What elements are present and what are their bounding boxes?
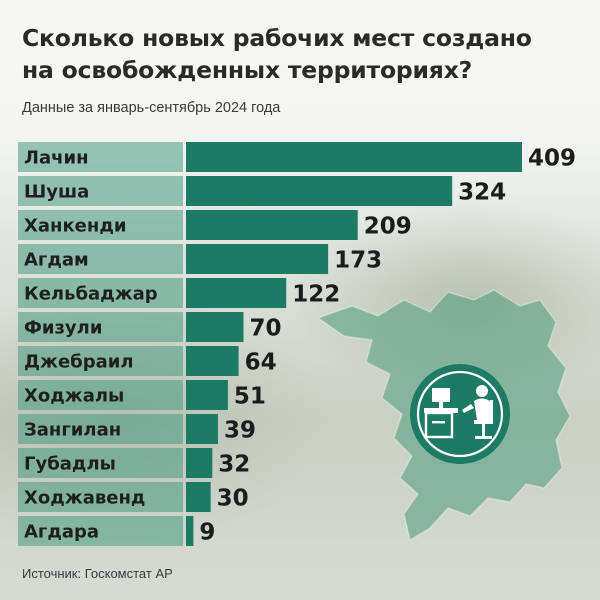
category-band [18, 244, 183, 274]
category-label: Губадлы [24, 454, 116, 475]
value-label: 209 [364, 214, 412, 240]
category-label: Лачин [24, 148, 89, 169]
bar [186, 380, 228, 410]
bar [186, 312, 244, 342]
value-label: 64 [245, 350, 277, 376]
bar [186, 448, 213, 478]
chart-title-line-1: Сколько новых рабочих мест создано [22, 24, 532, 52]
bars [186, 142, 522, 546]
chart-subtitle: Данные за январь-сентябрь 2024 года [22, 100, 281, 116]
category-band [18, 448, 183, 478]
bar [186, 210, 358, 240]
value-labels: 409 324 209 173 122 70 64 51 39 32 309 [199, 146, 576, 546]
category-label: Кельбаджар [24, 284, 158, 305]
source-note: Источник: Госкомстат АР [22, 566, 173, 581]
value-label: 32 [218, 452, 250, 478]
category-band [18, 414, 183, 444]
bar [186, 516, 194, 546]
category-band [18, 346, 183, 376]
category-band [18, 278, 183, 308]
category-label: Физули [24, 318, 102, 339]
category-label: Шуша [24, 182, 89, 203]
category-label: Ходжавенд [24, 488, 145, 509]
value-label: 9 [199, 520, 215, 546]
value-label: 122 [292, 282, 340, 308]
chart-title-line-2: на освобожденных территориях? [22, 56, 473, 84]
value-label: 173 [334, 248, 382, 274]
category-label: Зангилан [24, 420, 121, 441]
value-label: 39 [224, 418, 256, 444]
value-label: 70 [250, 316, 282, 342]
category-labels: Лачин Шуша Ханкенди Агдам Кельбаджар Физули Дж… [24, 148, 158, 543]
bar [186, 142, 522, 172]
bar [186, 278, 287, 308]
category-label: Ходжалы [24, 386, 124, 407]
value-label: 51 [234, 384, 266, 410]
category-label: Агдам [24, 250, 89, 271]
category-band [18, 210, 183, 240]
category-band [18, 142, 183, 172]
category-label: Джебраил [24, 352, 134, 373]
value-label: 30 [217, 486, 249, 512]
bar [186, 482, 211, 512]
bar [186, 414, 219, 444]
chart-title: Сколько новых рабочих мест создано на ос… [22, 22, 582, 86]
category-band [18, 176, 183, 206]
bar [186, 176, 453, 206]
bar [186, 244, 329, 274]
bar [186, 346, 239, 376]
category-label: Ханкенди [24, 216, 126, 237]
value-label: 324 [458, 180, 506, 206]
value-label: 409 [528, 146, 576, 172]
category-band [18, 516, 183, 546]
label-bands [18, 142, 183, 546]
category-band [18, 380, 183, 410]
category-label: Агдара [24, 522, 99, 543]
category-band [18, 482, 183, 512]
category-band [18, 312, 183, 342]
